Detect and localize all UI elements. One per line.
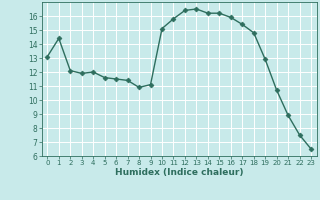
X-axis label: Humidex (Indice chaleur): Humidex (Indice chaleur): [115, 168, 244, 177]
